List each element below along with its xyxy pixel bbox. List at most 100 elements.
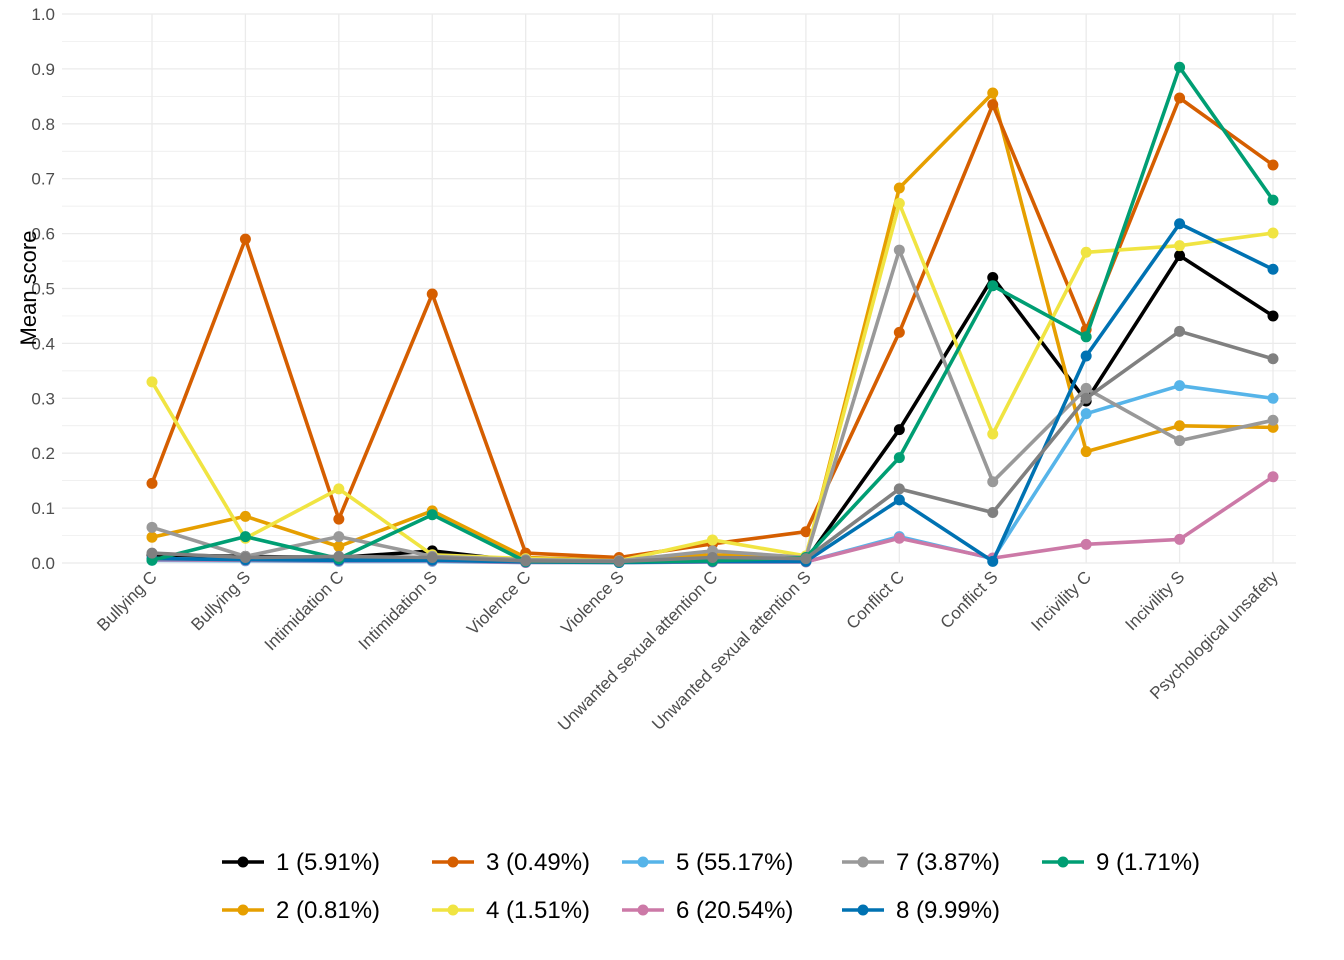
data-point	[333, 531, 345, 543]
data-point	[1080, 538, 1092, 550]
x-tick-label: Violence C	[463, 567, 534, 638]
data-point	[426, 288, 438, 300]
legend-key-point	[637, 856, 649, 868]
data-point	[146, 521, 158, 533]
y-tick-label: 0.6	[31, 225, 55, 244]
data-point	[1080, 446, 1092, 458]
data-point	[1080, 392, 1092, 404]
data-point	[1174, 325, 1186, 337]
data-point	[987, 506, 999, 518]
legend-key-point	[857, 856, 869, 868]
data-point	[426, 552, 438, 564]
data-point	[1174, 92, 1186, 104]
data-point	[333, 550, 345, 562]
x-axis-ticks: Bullying C Bullying S Intimidation C Intimi…	[93, 567, 1282, 734]
data-point	[1174, 435, 1186, 447]
legend-item: 2 (0.81%)	[222, 897, 380, 924]
x-tick-label: Conflict S	[937, 567, 1002, 632]
data-point	[146, 376, 158, 388]
x-tick-label: Bullying C	[93, 567, 161, 635]
data-point	[333, 513, 345, 525]
data-point	[426, 509, 438, 521]
data-point	[1267, 159, 1279, 171]
legend-key-point	[1057, 856, 1069, 868]
data-point	[1174, 218, 1186, 230]
data-point	[893, 182, 905, 194]
legend-key-point	[237, 856, 249, 868]
data-point	[1174, 420, 1186, 432]
data-point	[987, 428, 999, 440]
data-point	[1267, 353, 1279, 365]
data-point	[893, 424, 905, 436]
grid	[62, 13, 1296, 564]
legend-key-point	[447, 856, 459, 868]
legend-item: 4 (1.51%)	[432, 897, 590, 924]
legend-key-point	[637, 904, 649, 916]
data-point	[333, 483, 345, 495]
data-point	[1267, 227, 1279, 239]
legend-item: 8 (9.99%)	[842, 897, 1000, 924]
data-point	[1174, 533, 1186, 545]
data-point	[1080, 331, 1092, 343]
data-point	[987, 476, 999, 488]
data-point	[893, 244, 905, 256]
y-tick-label: 0.4	[31, 334, 55, 353]
data-point	[1267, 310, 1279, 322]
data-point	[1080, 382, 1092, 394]
data-point	[1174, 380, 1186, 392]
x-tick-label: Intimidation C	[261, 567, 348, 654]
legend: 1 (5.91%) 2 (0.81%) 3 (0.49%) 4 (1.51%) 5 (5…	[222, 849, 1200, 924]
data-point	[987, 280, 999, 292]
x-tick-label: Unwanted sexual attention C	[554, 567, 721, 734]
data-point	[613, 555, 625, 567]
legend-label: 8 (9.99%)	[896, 897, 1000, 924]
series-10	[146, 325, 1279, 567]
data-point	[893, 494, 905, 506]
data-point	[987, 87, 999, 99]
data-point	[893, 452, 905, 464]
legend-key-point	[857, 904, 869, 916]
legend-key-point	[447, 904, 459, 916]
data-point	[239, 510, 251, 522]
y-axis-ticks: 0.0 0.1 0.2 0.3 0.4 0.5 0.6 0.7 0.8 0.9 1.0	[31, 5, 55, 573]
legend-label: 1 (5.91%)	[276, 849, 380, 876]
x-tick-label: Violence S	[557, 567, 628, 638]
x-tick-label: Conflict C	[843, 567, 909, 633]
x-tick-label: Intimidation S	[355, 567, 441, 653]
data-point	[239, 552, 251, 564]
data-point	[1267, 471, 1279, 483]
data-point	[707, 552, 718, 564]
data-point	[800, 526, 812, 538]
data-point	[707, 534, 718, 546]
y-tick-label: 0.9	[31, 60, 55, 79]
y-tick-label: 0.2	[31, 444, 55, 463]
legend-item: 5 (55.17%)	[622, 849, 793, 876]
x-tick-label: Incivility C	[1027, 567, 1095, 635]
data-point	[1080, 350, 1092, 362]
legend-label: 7 (3.87%)	[896, 849, 1000, 876]
data-point	[1080, 408, 1092, 420]
series-lines	[146, 61, 1279, 568]
data-point	[239, 531, 251, 543]
data-point	[1174, 240, 1186, 252]
data-point	[893, 326, 905, 338]
x-tick-label: Unwanted sexual attention S	[648, 567, 814, 733]
data-point	[987, 99, 999, 111]
y-tick-label: 0.7	[31, 170, 55, 189]
y-tick-label: 0.5	[31, 280, 55, 299]
data-point	[1174, 61, 1186, 73]
x-tick-label: Bullying S	[187, 567, 254, 634]
legend-label: 5 (55.17%)	[676, 849, 793, 876]
y-tick-label: 0.0	[31, 554, 55, 573]
legend-item: 9 (1.71%)	[1042, 849, 1200, 876]
y-axis-title: Mean score	[16, 231, 41, 346]
data-point	[239, 233, 251, 245]
legend-item: 7 (3.87%)	[842, 849, 1000, 876]
data-point	[800, 553, 812, 565]
legend-item: 6 (20.54%)	[622, 897, 793, 924]
y-tick-label: 1.0	[31, 5, 55, 24]
legend-label: 6 (20.54%)	[676, 897, 793, 924]
data-point	[987, 272, 999, 284]
